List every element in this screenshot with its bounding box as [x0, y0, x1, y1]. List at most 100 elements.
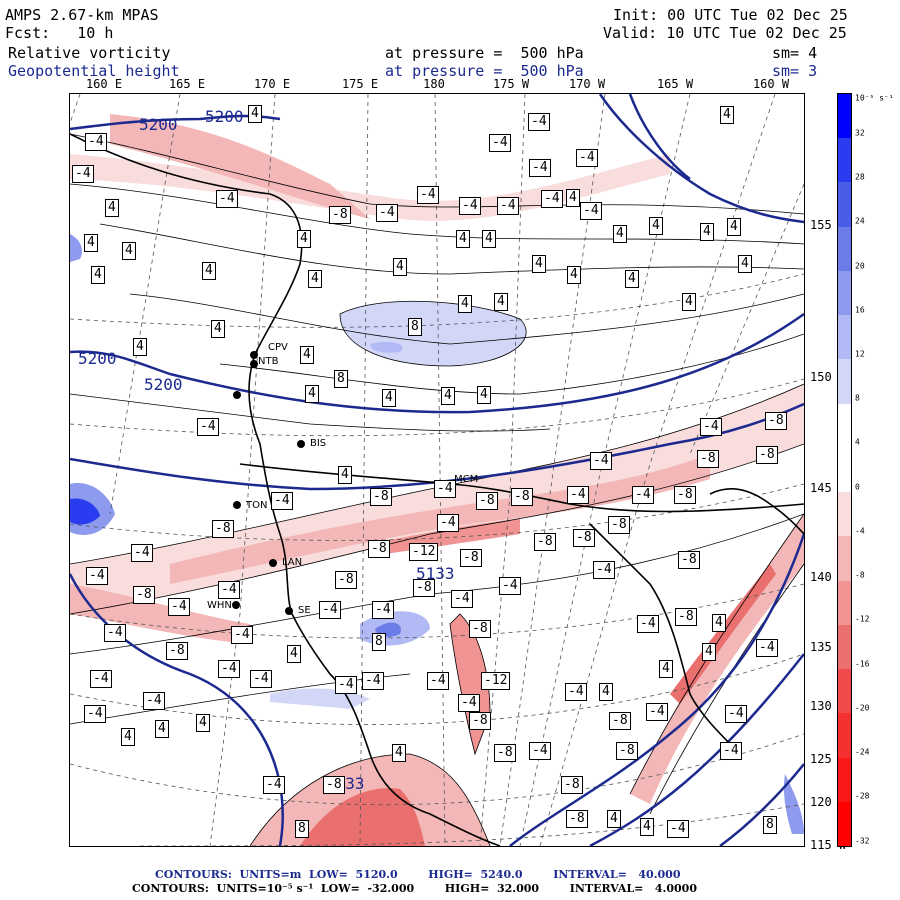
- vort-label: -4: [104, 624, 126, 642]
- vort-label: -8: [368, 540, 390, 558]
- colorbar-segment: [838, 447, 851, 493]
- station-ntb-label: NTB: [258, 356, 279, 367]
- vort-label: -4: [197, 418, 219, 436]
- vort-label: -8: [674, 486, 696, 504]
- station-whn-dot: [232, 601, 240, 609]
- longitude-label: 160 W: [752, 77, 790, 91]
- vort-label: -4: [725, 705, 747, 723]
- vort-label: 4: [105, 199, 119, 217]
- colorbar-unit: 10⁻⁵ s⁻¹: [855, 93, 894, 103]
- vort-label: -4: [489, 134, 511, 152]
- vort-label: 4: [659, 660, 673, 678]
- vort-label: -8: [608, 516, 630, 534]
- vort-label: -4: [576, 149, 598, 167]
- vort-label: -8: [616, 742, 638, 760]
- negative-vorticity-band-upper: [110, 114, 370, 219]
- vort-label: -4: [131, 544, 153, 562]
- longitude-label: 170 E: [253, 77, 291, 91]
- vort-label: 4: [607, 810, 621, 828]
- height-label-5200-a: 5200: [139, 115, 178, 134]
- vort-label: 4: [91, 266, 105, 284]
- vort-label: 4: [700, 223, 714, 241]
- vort-label: -8: [511, 488, 533, 506]
- colorbar-segment: [838, 580, 851, 626]
- vort-label: -8: [329, 206, 351, 224]
- vort-label: -4: [434, 480, 456, 498]
- meridian-160w: [539, 94, 776, 846]
- vort-label: -12: [481, 672, 511, 690]
- positive-vorticity-west-core: [70, 498, 100, 525]
- vort-label: 4: [202, 262, 216, 280]
- vorticity-contour-6: [70, 383, 804, 565]
- vort-label: -4: [250, 670, 272, 688]
- colorbar-segment: [838, 624, 851, 670]
- vort-label: 4: [155, 720, 169, 738]
- vort-label: 4: [121, 728, 135, 746]
- negative-vorticity-band-strong: [370, 519, 520, 556]
- longitude-label: 175 E: [341, 77, 379, 91]
- footer-vorticity-contours: CONTOURS: UNITS=10⁻⁵ s⁻¹ LOW= -32.000 HI…: [132, 882, 697, 895]
- vort-label: 4: [248, 105, 262, 123]
- vorticity-contour-2: [70, 183, 804, 245]
- colorbar: [837, 93, 852, 847]
- vort-label: -8: [166, 642, 188, 660]
- colorbar-segment: [838, 226, 851, 272]
- vort-label: -4: [86, 567, 108, 585]
- vort-label: 4: [305, 385, 319, 403]
- vort-label: -8: [494, 744, 516, 762]
- parallel-140w: [70, 483, 804, 541]
- vort-label: -8: [323, 776, 345, 794]
- vort-label: -8: [469, 620, 491, 638]
- vort-label: -4: [168, 598, 190, 616]
- vort-label: -4: [499, 577, 521, 595]
- station-unlabeled-dot: [233, 391, 241, 399]
- vort-label: 4: [738, 255, 752, 273]
- vort-label: -8: [212, 520, 234, 538]
- vort-label: 4: [287, 645, 301, 663]
- vort-label: -8: [370, 488, 392, 506]
- colorbar-segment: [838, 94, 851, 139]
- negative-vorticity-diagonal: [630, 514, 804, 804]
- meridian-170e: [209, 94, 276, 846]
- vort-label: -8: [765, 412, 787, 430]
- colorbar-tick-label: 12: [855, 349, 865, 359]
- meridian-175e: [359, 94, 369, 846]
- height-contour-far-south-east: [719, 763, 804, 846]
- meridian-155w: [689, 183, 804, 455]
- vort-label: -4: [458, 694, 480, 712]
- vort-label: -4: [529, 159, 551, 177]
- map-canvas: [70, 94, 804, 846]
- colorbar-tick-label: 20: [855, 261, 865, 271]
- station-whn-label: WHN: [207, 600, 232, 611]
- vort-label: -4: [218, 660, 240, 678]
- longitude-label: 165 W: [656, 77, 694, 91]
- vort-label: -8: [675, 608, 697, 626]
- colorbar-segment: [838, 492, 851, 537]
- vort-label: -8: [476, 492, 498, 510]
- vort-label: 4: [211, 320, 225, 338]
- colorbar-tick-label: 0: [855, 482, 860, 492]
- height-contour-south-east: [589, 653, 804, 846]
- vort-label: 8: [763, 816, 777, 834]
- station-se-dot: [285, 607, 293, 615]
- vort-label: -4: [376, 204, 398, 222]
- height-label-5200-c: 5200: [78, 349, 117, 368]
- negative-vorticity-south-core: [300, 788, 425, 846]
- colorbar-segment: [838, 536, 851, 582]
- vort-label: 4: [456, 230, 470, 248]
- station-bis-label: BIS: [310, 438, 327, 449]
- vort-label: -8: [413, 579, 435, 597]
- colorbar-tick-label: 24: [855, 216, 865, 226]
- smoothing-2: sm= 3: [772, 62, 818, 80]
- vorticity-contour-7: [70, 443, 804, 615]
- vort-label: 4: [196, 714, 210, 732]
- longitude-label: 165 E: [168, 77, 206, 91]
- colorbar-tick-label: 4: [855, 437, 860, 447]
- vort-label: -4: [632, 486, 654, 504]
- vort-label: -4: [362, 672, 384, 690]
- height-label-5133-a: 5133: [416, 564, 455, 583]
- colorbar-tick-label: -32: [855, 836, 870, 846]
- vort-label: -4: [529, 742, 551, 760]
- parallel-150w: [70, 273, 804, 328]
- vort-label: 4: [308, 270, 322, 288]
